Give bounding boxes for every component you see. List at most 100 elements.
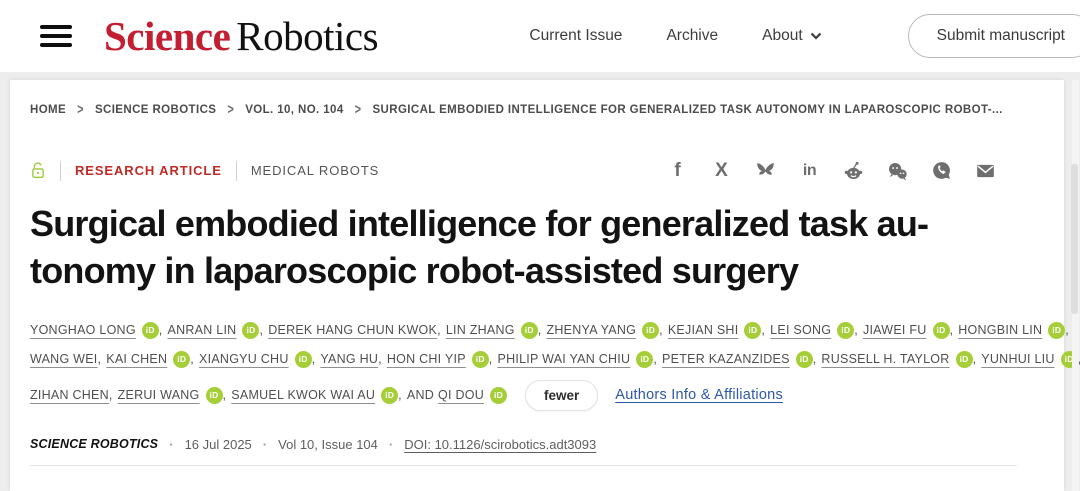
orcid-icon[interactable]: iD: [490, 386, 507, 404]
article-title-line2: tonomy in laparoscopic robot-assisted su…: [30, 249, 799, 291]
doi-link[interactable]: DOI: 10.1126/scirobotics.adt3093: [404, 436, 597, 452]
breadcrumb-home[interactable]: HOME: [30, 104, 67, 116]
author-link[interactable]: ANRAN LIN: [167, 323, 237, 338]
author-row: ZIHAN CHEN ZERUI WANG iD SAMUEL KWOK WAI AU…: [30, 379, 1044, 411]
breadcrumb-journal[interactable]: SCIENCE ROBOTICS: [94, 104, 217, 116]
chevron-down-icon: [810, 32, 821, 40]
orcid-icon[interactable]: iD: [744, 321, 762, 339]
orcid-icon[interactable]: iD: [837, 321, 855, 339]
meta-publication-date: 16 Jul 2025: [184, 436, 252, 452]
divider: [60, 160, 61, 181]
fewer-authors-button[interactable]: fewer: [525, 379, 599, 411]
author-item: AND QI DOU iD: [407, 386, 507, 404]
authors-info-affiliations-link[interactable]: Authors Info & Affiliations: [615, 387, 783, 404]
author-link[interactable]: QI DOU: [438, 388, 484, 403]
breadcrumb-separator: >: [77, 104, 84, 116]
orcid-icon[interactable]: iD: [471, 350, 489, 368]
orcid-icon[interactable]: iD: [1048, 321, 1066, 339]
journal-logo[interactable]: Science Robotics: [104, 12, 379, 60]
nav-about[interactable]: About: [762, 27, 822, 45]
author-item: LIN ZHANG iD: [445, 321, 547, 339]
top-navigation: Current Issue Archive About Submit manus…: [529, 14, 1080, 58]
meta-separator: ·: [388, 436, 394, 452]
orcid-icon[interactable]: iD: [636, 350, 654, 368]
linkedin-icon[interactable]: in: [802, 161, 817, 179]
author-item: PHILIP WAI YAN CHIU iD: [497, 350, 663, 368]
meta-separator: ·: [169, 436, 174, 452]
author-link[interactable]: ZHENYA YANG: [546, 323, 637, 338]
author-link[interactable]: LEI SONG: [770, 323, 832, 338]
author-item: ZIHAN CHEN: [30, 388, 118, 402]
orcid-icon[interactable]: iD: [294, 350, 312, 368]
author-item: YUNHUI LIU iD: [981, 350, 1080, 368]
author-link[interactable]: WANG WEI: [30, 352, 98, 367]
author-item: HONGBIN LIN iD: [958, 321, 1074, 339]
author-link[interactable]: LIN ZHANG: [445, 323, 515, 338]
scrollbar-thumb[interactable]: [1071, 164, 1078, 314]
orcid-icon[interactable]: iD: [242, 321, 260, 339]
submit-manuscript-button[interactable]: Submit manuscript: [907, 14, 1080, 58]
author-item: ZERUI WANG iD: [117, 386, 232, 404]
orcid-icon[interactable]: iD: [173, 350, 191, 368]
orcid-icon[interactable]: iD: [381, 386, 399, 404]
email-icon[interactable]: [975, 160, 996, 181]
breadcrumb-separator: >: [227, 104, 235, 116]
orcid-icon[interactable]: iD: [932, 321, 950, 339]
author-link[interactable]: YONGHAO LONG: [30, 323, 136, 338]
orcid-icon[interactable]: iD: [205, 386, 223, 404]
author-link[interactable]: SAMUEL KWOK WAI AU: [231, 388, 376, 403]
author-item: WANG WEI: [30, 352, 106, 366]
divider: [235, 160, 237, 181]
orcid-icon[interactable]: iD: [642, 321, 660, 339]
x-icon[interactable]: X: [715, 160, 728, 181]
scrollbar[interactable]: [1071, 80, 1079, 491]
author-item: JIAWEI FU iD: [862, 321, 958, 339]
author-link[interactable]: JIAWEI FU: [862, 323, 927, 338]
author-item: ZHENYA YANG iD: [546, 321, 668, 339]
article-card: HOME > SCIENCE ROBOTICS > VOL. 10, NO. 1…: [10, 80, 1078, 491]
author-link[interactable]: XIANGYU CHU: [199, 352, 289, 367]
author-link[interactable]: HON CHI YIP: [386, 352, 466, 367]
author-link[interactable]: KEJIAN SHI: [667, 323, 739, 338]
author-item: RUSSELL H. TAYLOR iD: [821, 350, 981, 368]
divider: [30, 464, 1017, 466]
nav-archive[interactable]: Archive: [666, 27, 719, 44]
article-title-line1: Surgical embodied intelligence for gener…: [30, 203, 929, 244]
author-link[interactable]: KAI CHEN: [106, 352, 168, 367]
meta-journal-name: SCIENCE ROBOTICS: [30, 437, 159, 452]
author-list: YONGHAO LONG iD ANRAN LIN iD DEREK HANG CHUN…: [30, 321, 1078, 411]
article-section-label: MEDICAL ROBOTS: [250, 163, 380, 178]
orcid-icon[interactable]: iD: [141, 321, 159, 339]
orcid-icon[interactable]: iD: [520, 321, 538, 339]
author-row: WANG WEI KAI CHEN iD XIANGYU CHU iD YANG HU HO…: [30, 350, 1078, 368]
breadcrumb-volume[interactable]: VOL. 10, NO. 104: [245, 104, 344, 116]
author-link[interactable]: DEREK HANG CHUN KWOK: [268, 323, 438, 338]
hamburger-menu-icon[interactable]: [40, 25, 72, 47]
whatsapp-icon[interactable]: [931, 160, 952, 181]
author-link[interactable]: YANG HU: [320, 352, 379, 367]
author-link[interactable]: ZIHAN CHEN: [30, 388, 109, 403]
reddit-icon[interactable]: [843, 160, 864, 181]
author-item: ANRAN LIN iD: [167, 321, 269, 339]
open-access-icon: [32, 162, 44, 178]
author-link[interactable]: PHILIP WAI YAN CHIU: [497, 352, 631, 367]
author-link[interactable]: HONGBIN LIN: [958, 323, 1043, 338]
author-link[interactable]: YUNHUI LIU: [981, 352, 1055, 367]
nav-current-issue[interactable]: Current Issue: [529, 27, 623, 44]
facebook-icon[interactable]: f: [674, 160, 681, 181]
orcid-icon[interactable]: iD: [955, 350, 973, 368]
wechat-icon[interactable]: [887, 160, 908, 181]
article-title: Surgical embodied intelligence for gener…: [30, 201, 1020, 295]
author-link[interactable]: ZERUI WANG: [117, 388, 200, 403]
bluesky-icon[interactable]: [755, 160, 776, 181]
orcid-icon[interactable]: iD: [795, 350, 813, 368]
author-link[interactable]: RUSSELL H. TAYLOR: [821, 352, 950, 367]
breadcrumb-current-page: SURGICAL EMBODIED INTELLIGENCE FOR GENER…: [372, 104, 1003, 116]
site-header: Science Robotics Current Issue Archive Ab…: [0, 0, 1080, 72]
article-type-label: RESEARCH ARTICLE: [75, 163, 222, 178]
breadcrumb: HOME > SCIENCE ROBOTICS > VOL. 10, NO. 1…: [30, 104, 1044, 116]
author-item: XIANGYU CHU iD: [199, 350, 320, 368]
author-link[interactable]: PETER KAZANZIDES: [662, 352, 790, 367]
